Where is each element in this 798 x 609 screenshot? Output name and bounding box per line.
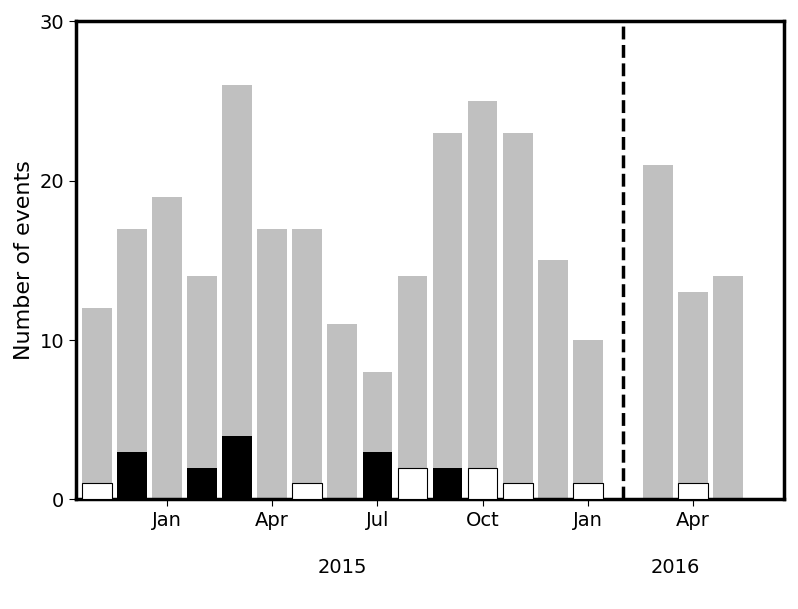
Bar [117, 452, 147, 499]
Bar [397, 276, 428, 499]
Bar [152, 197, 182, 499]
Bar [573, 340, 602, 499]
Bar [362, 452, 393, 499]
Bar [188, 468, 217, 499]
Bar [223, 435, 252, 499]
Bar [573, 484, 602, 499]
Bar [468, 101, 497, 499]
Bar [433, 468, 462, 499]
Bar [292, 228, 322, 499]
Y-axis label: Number of events: Number of events [14, 160, 34, 361]
Bar [678, 484, 708, 499]
Bar [433, 133, 462, 499]
Text: 2016: 2016 [650, 558, 700, 577]
Bar [362, 372, 393, 499]
Bar [503, 484, 532, 499]
Bar [538, 261, 567, 499]
Bar [468, 468, 497, 499]
Text: 2015: 2015 [318, 558, 367, 577]
Bar [117, 228, 147, 499]
Bar [188, 276, 217, 499]
Bar [292, 484, 322, 499]
Bar [713, 276, 743, 499]
Bar [257, 228, 287, 499]
Bar [397, 468, 428, 499]
Bar [327, 324, 358, 499]
Bar [223, 85, 252, 499]
Bar [82, 308, 112, 499]
Bar [643, 165, 673, 499]
Bar [82, 484, 112, 499]
Bar [503, 133, 532, 499]
Bar [678, 292, 708, 499]
